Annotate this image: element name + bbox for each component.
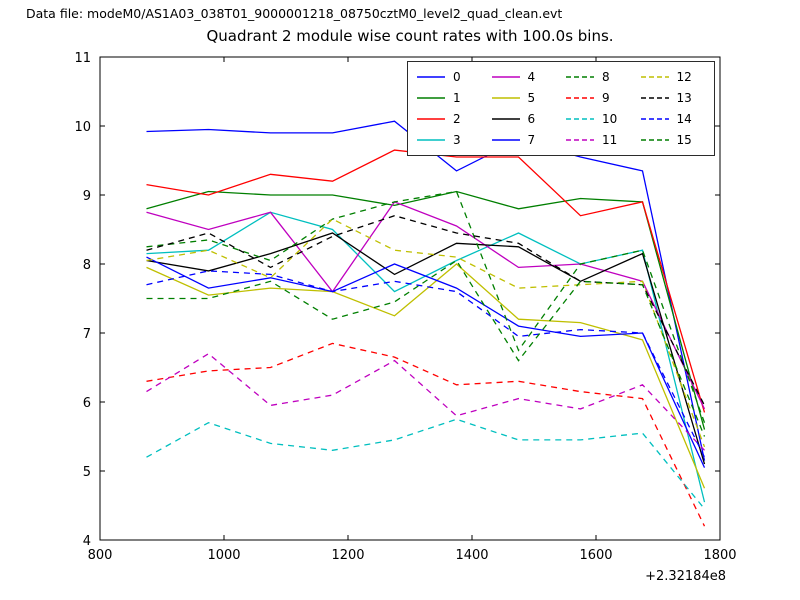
legend-line-sample-0	[417, 76, 445, 78]
x-tick-label: 1800	[703, 548, 736, 563]
legend-line-sample-15	[640, 139, 669, 141]
legend-label-1: 1	[453, 91, 461, 105]
legend-line-sample-2	[417, 118, 445, 120]
legend-item-10: 10	[565, 109, 630, 129]
legend-item-6: 6	[491, 109, 556, 129]
legend-item-11: 11	[565, 130, 630, 150]
legend-item-9: 9	[565, 88, 630, 108]
legend-line-sample-11	[566, 139, 594, 141]
legend-line-sample-1	[417, 97, 445, 99]
legend-line-sample-8	[566, 76, 594, 78]
y-tick-label: 9	[83, 189, 91, 204]
plot-frame	[99, 56, 721, 541]
series-line-9	[146, 342, 706, 527]
legend-item-4: 4	[491, 67, 556, 87]
legend-label-10: 10	[602, 112, 618, 126]
series-line-3	[146, 211, 706, 503]
legend-label-6: 6	[527, 112, 536, 126]
legend-item-8: 8	[565, 67, 630, 87]
legend-item-1: 1	[416, 88, 481, 108]
legend-label-4: 4	[527, 70, 536, 84]
series-line-4	[146, 201, 706, 410]
series-line-0	[146, 120, 706, 461]
legend-label-2: 2	[453, 112, 461, 126]
y-tick-label: 10	[74, 120, 91, 135]
legend-item-14: 14	[640, 109, 705, 129]
series-line-12	[146, 218, 706, 448]
x-tick-label: 1000	[207, 548, 240, 563]
y-tick-label: 11	[74, 51, 91, 66]
legend-item-13: 13	[640, 88, 705, 108]
series-line-5	[146, 263, 706, 489]
legend-line-sample-14	[640, 118, 669, 120]
x-tick-label: 800	[88, 548, 113, 563]
legend-item-5: 5	[491, 88, 556, 108]
series-line-15	[146, 259, 706, 437]
legend-item-2: 2	[416, 109, 481, 129]
series-line-14	[146, 270, 706, 458]
legend-line-sample-9	[566, 97, 594, 99]
legend-label-3: 3	[453, 133, 461, 147]
series-line-11	[146, 352, 705, 451]
legend-label-5: 5	[527, 91, 536, 105]
x-tick-label: 1600	[579, 548, 612, 563]
legend-label-9: 9	[602, 91, 610, 105]
series-line-1	[146, 190, 706, 430]
legend-line-sample-7	[491, 139, 520, 141]
legend-item-15: 15	[640, 130, 705, 150]
legend-label-11: 11	[602, 133, 618, 147]
legend-label-15: 15	[676, 133, 692, 147]
legend-line-sample-6	[491, 118, 520, 120]
legend-label-7: 7	[527, 133, 536, 147]
y-tick-label: 7	[83, 327, 91, 342]
x-tick-label: 1200	[331, 548, 364, 563]
y-tick-label: 5	[83, 465, 91, 480]
legend-line-sample-12	[640, 76, 669, 78]
legend-item-0: 0	[416, 67, 481, 87]
series-line-10	[146, 418, 706, 510]
legend-label-8: 8	[602, 70, 610, 84]
y-tick-label: 4	[83, 534, 91, 549]
series-line-8	[146, 190, 706, 423]
chart-title: Quadrant 2 module wise count rates with …	[206, 27, 614, 45]
legend-label-13: 13	[676, 91, 692, 105]
legend-label-14: 14	[676, 112, 692, 126]
legend-line-sample-3	[417, 139, 445, 141]
series-line-6	[146, 232, 706, 465]
legend-item-3: 3	[416, 130, 481, 150]
x-tick-label: 1400	[455, 548, 488, 563]
legend-line-sample-4	[491, 76, 520, 78]
legend-item-12: 12	[640, 67, 705, 87]
series-line-13	[146, 215, 706, 406]
y-tick-label: 6	[83, 396, 91, 411]
legend-line-sample-5	[491, 97, 520, 99]
series-line-7	[146, 256, 706, 468]
chart-legend: 0 1 2 3 4 5 6 7 8 9 10 11 12 13 14 15	[407, 61, 715, 156]
legend-item-7: 7	[491, 130, 556, 150]
x-axis-offset-label: +2.32184e8	[645, 569, 726, 584]
legend-label-0: 0	[453, 70, 461, 84]
legend-line-sample-10	[566, 118, 594, 120]
y-tick-label: 8	[83, 258, 91, 273]
legend-label-12: 12	[676, 70, 692, 84]
datafile-label: Data file: modeM0/AS1A03_038T01_90000012…	[26, 6, 563, 21]
legend-line-sample-13	[640, 97, 669, 99]
